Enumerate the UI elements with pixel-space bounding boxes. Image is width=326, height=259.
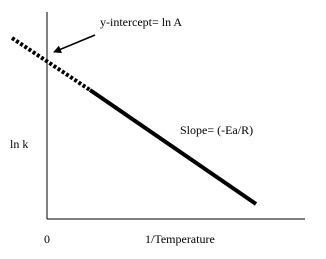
intercept-arrow [53, 34, 96, 54]
x-axis-label: 1/Temperature [145, 232, 215, 246]
intercept-label: y-intercept= ln A [100, 15, 182, 29]
slope-label: Slope= (-Ea/R) [180, 123, 253, 137]
y-axis-label: ln k [10, 137, 28, 151]
data-line [88, 88, 258, 206]
extrapolated-line [10, 36, 92, 92]
x-origin-label: 0 [44, 232, 50, 246]
